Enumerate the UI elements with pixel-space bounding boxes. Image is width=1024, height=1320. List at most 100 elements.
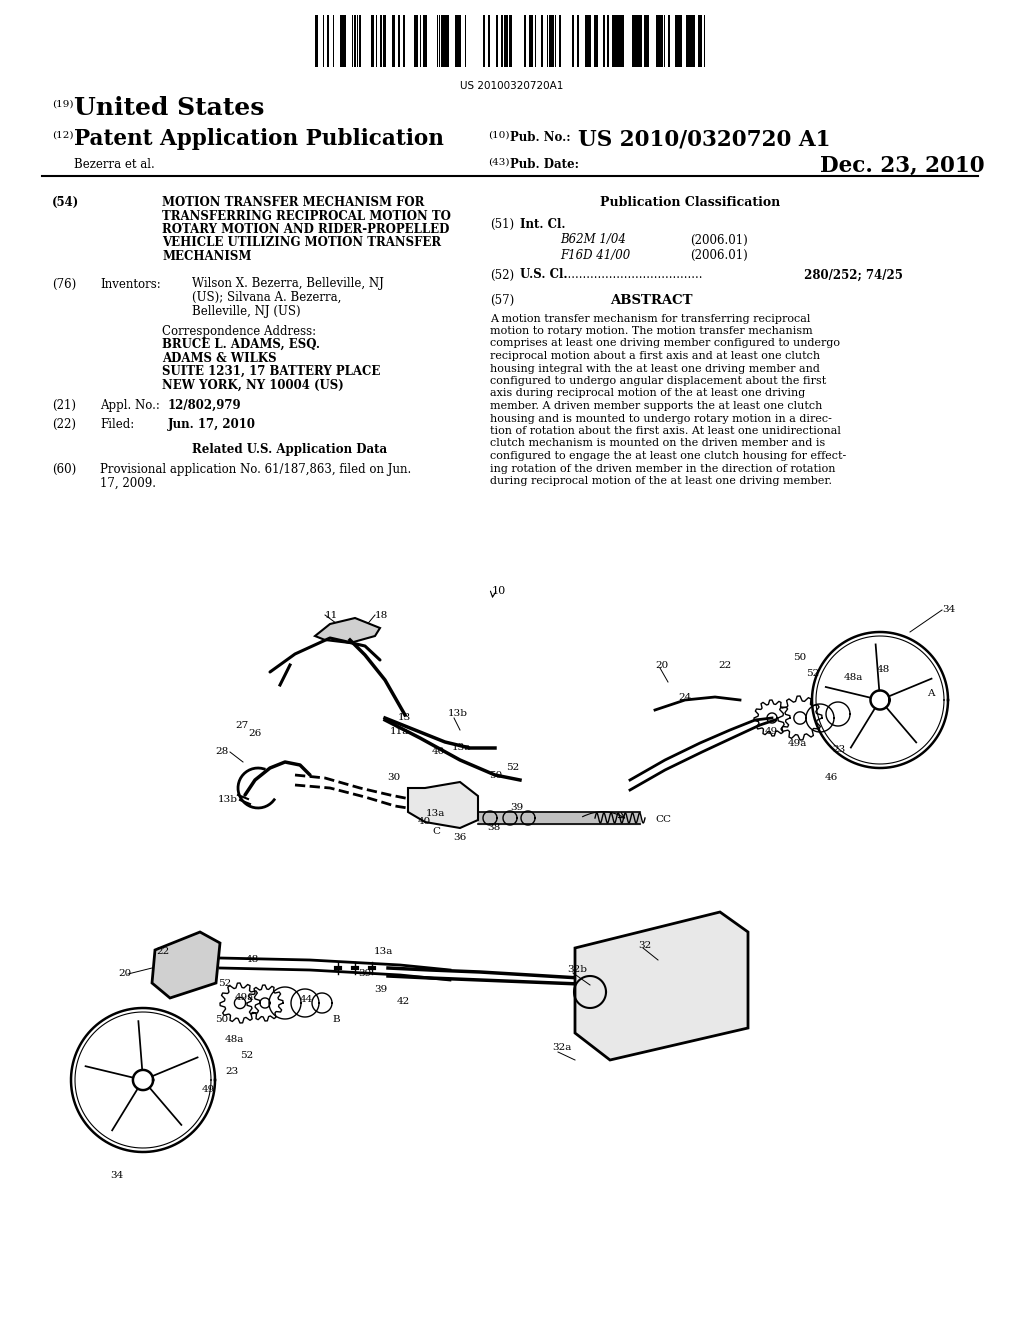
Text: 50: 50 [489, 771, 502, 780]
Bar [531, 15, 534, 67]
Text: 46: 46 [825, 774, 839, 783]
Text: Publication Classification: Publication Classification [600, 195, 780, 209]
Text: United States: United States [74, 96, 264, 120]
Text: 49: 49 [202, 1085, 215, 1094]
Text: (52): (52) [490, 268, 514, 281]
Text: C: C [432, 828, 440, 837]
Text: Inventors:: Inventors: [100, 277, 161, 290]
Text: 39: 39 [358, 969, 372, 978]
Text: comprises at least one driving member configured to undergo: comprises at least one driving member co… [490, 338, 840, 348]
Polygon shape [315, 618, 380, 643]
Text: 13: 13 [398, 714, 412, 722]
Bar [693, 15, 695, 67]
Bar [634, 15, 637, 67]
Bar [445, 15, 449, 67]
Text: Patent Application Publication: Patent Application Publication [74, 128, 443, 150]
Text: 20: 20 [118, 969, 131, 978]
Text: 30: 30 [387, 774, 400, 783]
Text: F16D 41/00: F16D 41/00 [560, 249, 630, 261]
Text: 18: 18 [375, 610, 388, 619]
Bar [679, 15, 681, 67]
Text: ADAMS & WILKS: ADAMS & WILKS [162, 351, 276, 364]
Bar [615, 15, 618, 67]
Bar [612, 15, 614, 67]
Text: 13a: 13a [374, 948, 393, 957]
Text: 48a: 48a [225, 1035, 245, 1044]
Text: 32: 32 [638, 940, 651, 949]
Text: 20: 20 [655, 660, 669, 669]
Text: ABSTRACT: ABSTRACT [610, 294, 692, 308]
Text: 13a: 13a [452, 743, 471, 752]
Text: U.S. Cl.: U.S. Cl. [520, 268, 567, 281]
Bar [618, 15, 622, 67]
Text: configured to engage the at least one clutch housing for effect-: configured to engage the at least one cl… [490, 451, 846, 461]
Bar [607, 15, 609, 67]
Text: 39: 39 [510, 804, 523, 813]
Text: 22: 22 [156, 948, 169, 957]
Text: (19): (19) [52, 100, 74, 110]
Text: axis during reciprocal motion of the at least one driving: axis during reciprocal motion of the at … [490, 388, 805, 399]
Bar [700, 15, 702, 67]
Bar [689, 15, 692, 67]
Bar [698, 15, 700, 67]
Text: (2006.01): (2006.01) [690, 234, 748, 247]
Bar [501, 15, 503, 67]
Text: housing and is mounted to undergo rotary motion in a direc-: housing and is mounted to undergo rotary… [490, 413, 831, 424]
Text: (54): (54) [52, 195, 79, 209]
Text: 48: 48 [246, 956, 259, 965]
Text: 39: 39 [374, 986, 387, 994]
Text: housing integral with the at least one driving member and: housing integral with the at least one d… [490, 363, 820, 374]
Polygon shape [408, 781, 478, 828]
Text: 50: 50 [215, 1015, 228, 1024]
Text: Int. Cl.: Int. Cl. [520, 218, 565, 231]
Text: ing rotation of the driven member in the direction of rotation: ing rotation of the driven member in the… [490, 463, 836, 474]
Text: CC: CC [655, 816, 671, 825]
Bar [572, 15, 574, 67]
Text: B: B [332, 1015, 340, 1024]
Text: 40: 40 [432, 747, 445, 756]
Bar [559, 15, 561, 67]
Text: VEHICLE UTILIZING MOTION TRANSFER: VEHICLE UTILIZING MOTION TRANSFER [162, 236, 441, 249]
Text: 11: 11 [325, 610, 338, 619]
Bar [587, 15, 589, 67]
Bar [637, 15, 640, 67]
Text: Wilson X. Bezerra, Belleville, NJ: Wilson X. Bezerra, Belleville, NJ [193, 277, 384, 290]
Text: Provisional application No. 61/187,863, filed on Jun.: Provisional application No. 61/187,863, … [100, 463, 412, 477]
Text: (57): (57) [490, 294, 514, 308]
Bar [383, 15, 385, 67]
Bar [343, 15, 346, 67]
Bar [423, 15, 426, 67]
Bar [496, 15, 498, 67]
Text: TRANSFERRING RECIPROCAL MOTION TO: TRANSFERRING RECIPROCAL MOTION TO [162, 210, 451, 223]
Text: 48: 48 [877, 665, 890, 675]
Text: 24: 24 [678, 693, 691, 701]
Bar [414, 15, 418, 67]
Text: Pub. Date:: Pub. Date: [510, 158, 579, 172]
Text: 34: 34 [110, 1171, 123, 1180]
Text: (10): (10) [488, 131, 510, 140]
Text: 36: 36 [453, 833, 466, 842]
Bar [686, 15, 689, 67]
Text: 28: 28 [215, 747, 228, 756]
Text: Bezerra et al.: Bezerra et al. [74, 158, 155, 172]
Text: Belleville, NJ (US): Belleville, NJ (US) [193, 305, 301, 318]
Text: (2006.01): (2006.01) [690, 249, 748, 261]
Bar [483, 15, 485, 67]
Bar [668, 15, 670, 67]
Text: 10: 10 [492, 586, 506, 597]
Text: 34: 34 [942, 606, 955, 615]
Text: (43): (43) [488, 158, 510, 168]
Text: 280/252; 74/25: 280/252; 74/25 [800, 268, 903, 281]
Bar [398, 15, 400, 67]
Text: 49: 49 [765, 727, 778, 737]
Text: A: A [927, 689, 935, 697]
Text: MECHANISM: MECHANISM [162, 249, 251, 263]
Text: 49a: 49a [788, 738, 807, 747]
Text: 52: 52 [806, 668, 819, 677]
Text: 13b: 13b [449, 710, 468, 718]
Text: motion to rotary motion. The motion transfer mechanism: motion to rotary motion. The motion tran… [490, 326, 813, 337]
Text: 49a: 49a [234, 994, 254, 1002]
Bar [380, 15, 382, 67]
Polygon shape [575, 912, 748, 1060]
Polygon shape [152, 932, 220, 998]
